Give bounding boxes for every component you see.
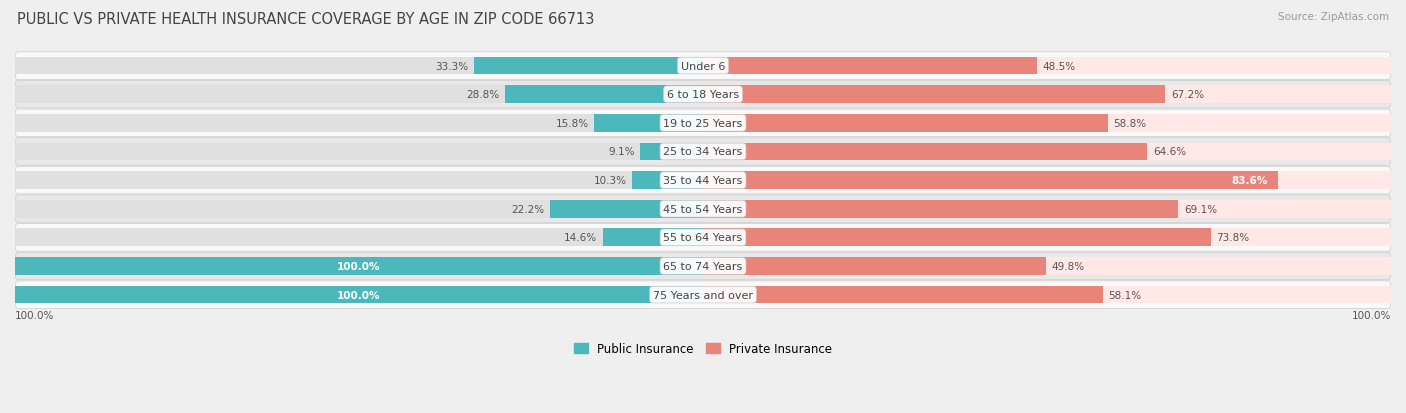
Text: 100.0%: 100.0% <box>337 290 381 300</box>
Bar <box>703 200 1391 218</box>
Bar <box>633 172 703 190</box>
Text: 100.0%: 100.0% <box>1351 310 1391 320</box>
Bar <box>15 257 703 275</box>
Text: 45 to 54 Years: 45 to 54 Years <box>664 204 742 214</box>
Bar <box>15 229 703 247</box>
Bar <box>15 172 703 190</box>
Text: 28.8%: 28.8% <box>467 90 499 100</box>
Text: 67.2%: 67.2% <box>1171 90 1204 100</box>
FancyBboxPatch shape <box>15 53 1391 80</box>
Bar <box>15 200 703 218</box>
Bar <box>15 57 703 75</box>
Bar <box>15 286 703 304</box>
Text: 100.0%: 100.0% <box>337 261 381 271</box>
FancyBboxPatch shape <box>15 81 1391 109</box>
Text: 100.0%: 100.0% <box>15 310 55 320</box>
Bar <box>603 229 703 247</box>
Text: 14.6%: 14.6% <box>564 233 598 243</box>
FancyBboxPatch shape <box>15 253 1391 280</box>
Text: Source: ZipAtlas.com: Source: ZipAtlas.com <box>1278 12 1389 22</box>
Text: 25 to 34 Years: 25 to 34 Years <box>664 147 742 157</box>
Text: 69.1%: 69.1% <box>1184 204 1218 214</box>
Bar <box>505 86 703 104</box>
FancyBboxPatch shape <box>15 110 1391 137</box>
Bar <box>703 57 1036 75</box>
Text: 15.8%: 15.8% <box>555 119 589 128</box>
Text: 22.2%: 22.2% <box>512 204 544 214</box>
Bar <box>703 115 1391 133</box>
Bar <box>703 143 1391 161</box>
Text: 48.5%: 48.5% <box>1042 62 1076 71</box>
Bar <box>703 57 1391 75</box>
Bar <box>703 286 1102 304</box>
Bar <box>703 143 1147 161</box>
Bar <box>595 115 703 133</box>
Text: 83.6%: 83.6% <box>1232 176 1268 186</box>
Bar <box>640 143 703 161</box>
FancyBboxPatch shape <box>15 224 1391 252</box>
FancyBboxPatch shape <box>15 138 1391 166</box>
Text: Under 6: Under 6 <box>681 62 725 71</box>
Bar <box>15 143 703 161</box>
Bar <box>703 115 1108 133</box>
FancyBboxPatch shape <box>15 195 1391 223</box>
Text: 33.3%: 33.3% <box>436 62 468 71</box>
Text: 10.3%: 10.3% <box>593 176 627 186</box>
Bar <box>703 229 1211 247</box>
Bar <box>703 172 1278 190</box>
Bar <box>703 86 1166 104</box>
FancyBboxPatch shape <box>15 281 1391 309</box>
Bar <box>474 57 703 75</box>
Text: 58.8%: 58.8% <box>1114 119 1146 128</box>
Text: 64.6%: 64.6% <box>1153 147 1187 157</box>
Bar <box>15 257 703 275</box>
Legend: Public Insurance, Private Insurance: Public Insurance, Private Insurance <box>569 337 837 360</box>
Bar <box>703 257 1046 275</box>
Text: 19 to 25 Years: 19 to 25 Years <box>664 119 742 128</box>
Bar <box>703 200 1178 218</box>
Bar <box>703 286 1391 304</box>
Text: 65 to 74 Years: 65 to 74 Years <box>664 261 742 271</box>
Text: 58.1%: 58.1% <box>1108 290 1142 300</box>
Text: PUBLIC VS PRIVATE HEALTH INSURANCE COVERAGE BY AGE IN ZIP CODE 66713: PUBLIC VS PRIVATE HEALTH INSURANCE COVER… <box>17 12 595 27</box>
Text: 75 Years and over: 75 Years and over <box>652 290 754 300</box>
FancyBboxPatch shape <box>15 167 1391 195</box>
Text: 49.8%: 49.8% <box>1052 261 1084 271</box>
Text: 35 to 44 Years: 35 to 44 Years <box>664 176 742 186</box>
Bar <box>703 172 1391 190</box>
Bar <box>15 286 703 304</box>
Bar <box>550 200 703 218</box>
Text: 73.8%: 73.8% <box>1216 233 1250 243</box>
Bar <box>703 229 1391 247</box>
Text: 6 to 18 Years: 6 to 18 Years <box>666 90 740 100</box>
Bar <box>703 257 1391 275</box>
Text: 9.1%: 9.1% <box>609 147 636 157</box>
Bar <box>15 86 703 104</box>
Bar <box>15 115 703 133</box>
Text: 55 to 64 Years: 55 to 64 Years <box>664 233 742 243</box>
Bar <box>703 86 1391 104</box>
